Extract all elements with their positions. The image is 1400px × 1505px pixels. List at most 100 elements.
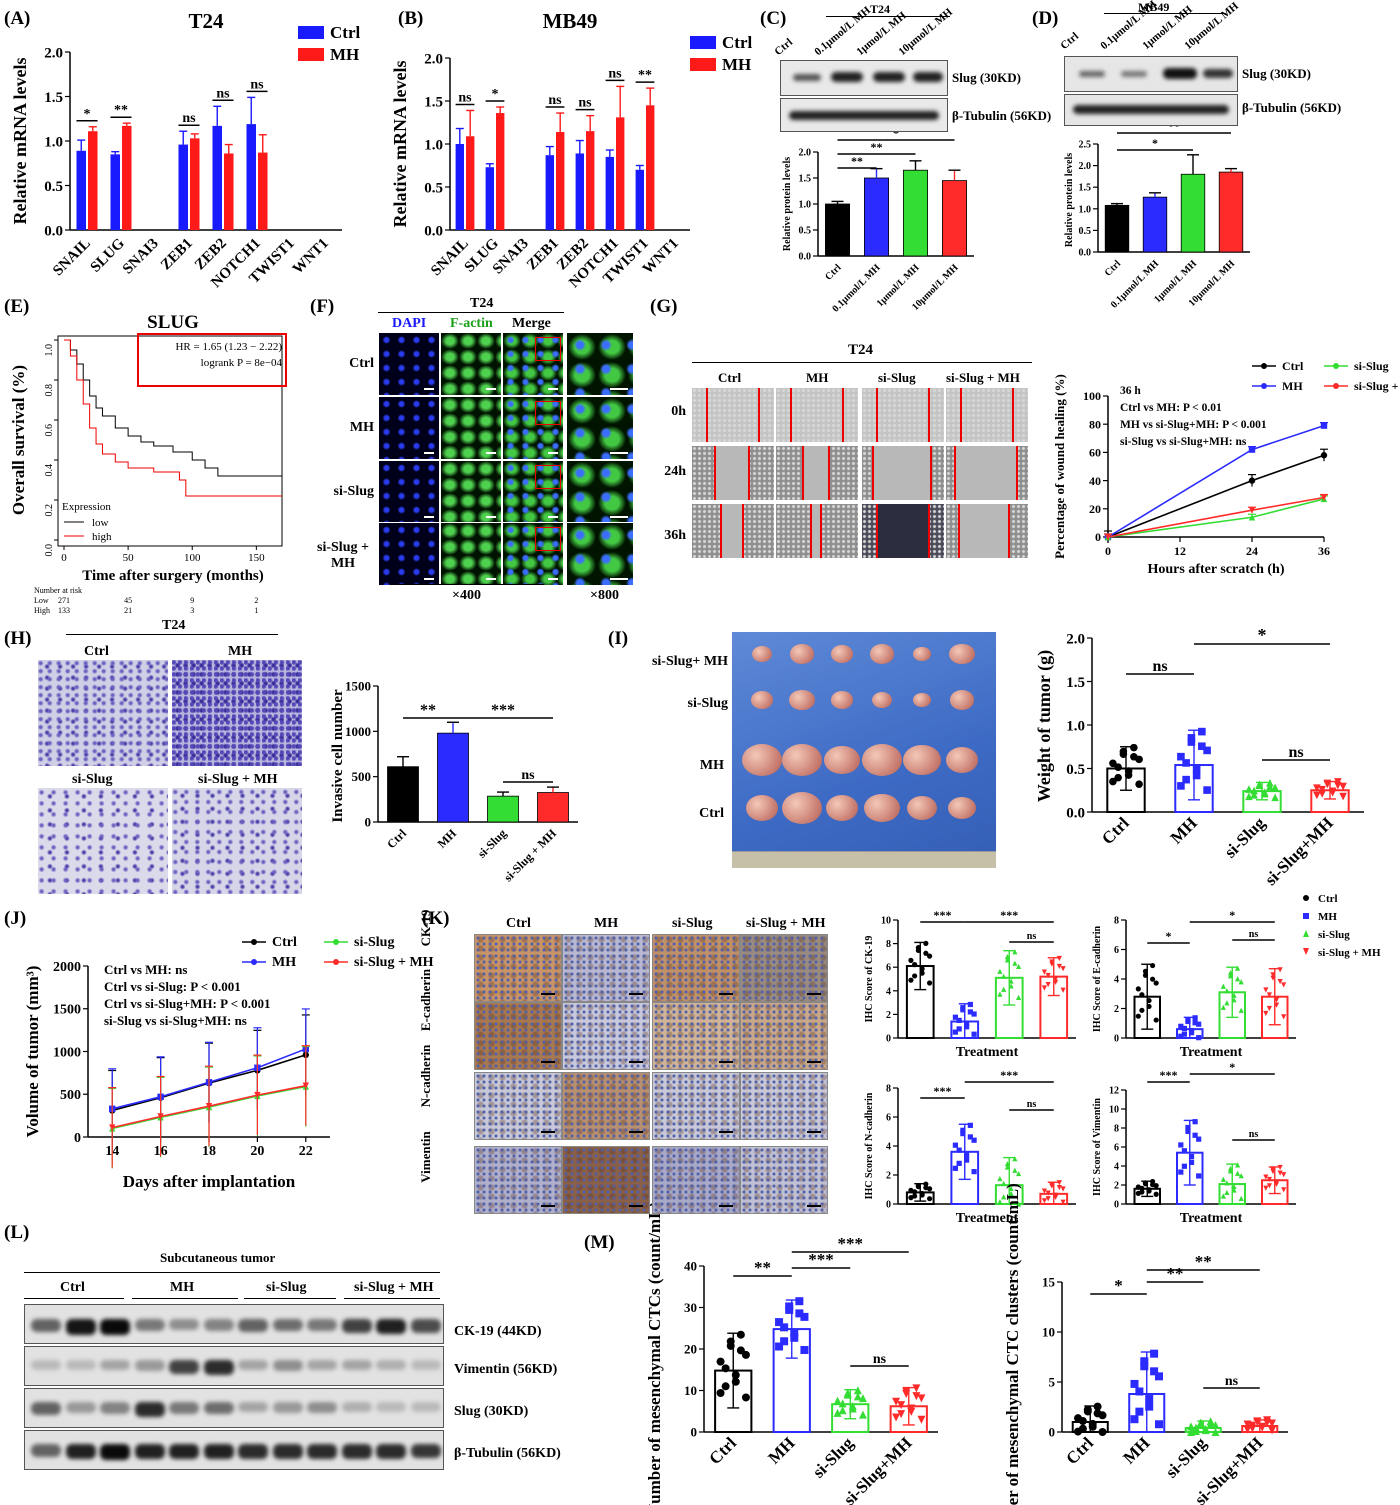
panel-C-bar [903,169,928,257]
panel-i-tumor [789,689,815,711]
panel-A-bar-ctrl [212,125,222,230]
panel-K3-dot [1041,1188,1048,1194]
panel-h-bracket [66,634,278,635]
panel-K1-dot [1060,987,1066,993]
panel-K4-dot [1146,1188,1152,1194]
panel-K3-dot [1056,1180,1062,1186]
panel-l-band [203,1444,234,1460]
panel-I-dot [1245,792,1253,801]
panel-I-dot [1187,738,1196,746]
panel-A-bar-ctrl [110,154,120,230]
panel-f-scale-bar [424,388,434,390]
panel-I-dot [1313,791,1321,800]
panel-G-x-tick-label: 12 [1174,544,1186,558]
panel-B-bar-ctrl [485,167,494,230]
panel-l-band [203,1319,234,1331]
panel-l-band [272,1360,303,1372]
panel-f-scale-bar [548,452,558,454]
panel-A-bar-mh [258,152,268,230]
panel-l-band [238,1319,268,1332]
panel-M2-y-tick-label: 0 [1049,1425,1056,1440]
panel-B-sig-label: * [492,87,499,102]
panel-J-y-label: Volume of tumor (mm³) [23,966,42,1138]
panel-g-scratch-edge [742,504,744,558]
panel-D-x-tick-label: Ctrl [1103,258,1123,278]
panel-K3-dot [1004,1161,1010,1167]
panel-K3-dot [926,1196,933,1202]
panel-K2-y-tick-label: 0 [1114,1034,1119,1045]
panel-K1-y-label: IHC Score of CK-19 [864,936,875,1023]
panel-K4-dot [1185,1128,1191,1134]
panel-e-curve-low [64,339,282,477]
panel-I-dot [1192,771,1201,780]
panel-D-bar [1142,196,1168,253]
panel-J-legend-marker [251,959,257,965]
panel-d-y-label: Relative protein levels [1064,153,1075,247]
panel-K2-dot [1266,1005,1272,1012]
panel-M2-sig-label: ** [1195,1252,1212,1271]
panel-M2-dot [1088,1422,1097,1431]
panel-g-scratch-edge [876,504,878,558]
panel-e-risk-value: 21 [124,606,132,615]
panel-K1-y-tick-label: 8 [886,939,891,950]
panel-K3-dot [923,1185,929,1191]
panel-K2-dot [1270,975,1276,981]
panel-K4-dot [1231,1187,1237,1193]
panel-J-x-tick-label: 22 [299,1144,313,1159]
panel-I-dot [1245,785,1253,793]
panel-K3-dot [967,1122,973,1128]
panel-K2-x-label: Treatment [1180,1045,1243,1060]
panel-g-scratch-edge [1012,388,1014,442]
panel-A-sig-label: ** [114,103,128,118]
panel-K3-dot [1012,1167,1018,1173]
panel-g-scratch-edge [876,388,878,442]
panel-K4-dot [1263,1174,1269,1180]
panel-K1-dot [1012,960,1018,966]
panel-M1-dot [907,1407,916,1416]
panel-K2-dot [1235,976,1241,982]
panel-M1-y-tick-label: 40 [684,1259,697,1274]
panel-K1-dot [1004,954,1010,960]
panel-K4-y-tick-label: 6 [1114,1143,1119,1154]
panel-I-x-tick-label: Ctrl [1098,813,1133,848]
panel-h-img-label-mh: MH [228,644,253,659]
panel-J-stat-text: Ctrl vs si-Slug: P < 0.001 [104,979,241,994]
panel-G-legend-label: si-Slug [1354,359,1389,373]
panel-M2-dot [1093,1402,1102,1411]
panel-I-y-tick-label: 2.0 [1066,631,1085,647]
panel-k-ihc-image [562,1072,650,1140]
panel-K2-dot [1227,970,1234,976]
panel-A-y-label: Relative mRNA levels [10,58,30,225]
panel-K2-y-tick-label: 4 [1114,975,1119,986]
panel-K4-dot [1224,1180,1230,1186]
panel-K3-dot [1008,1190,1014,1197]
panel-g-scratch-edge [828,446,830,500]
panel-g-col-mh: MH [806,370,829,385]
panel-f-image [378,460,440,524]
panel-label-c: (C) [760,8,787,29]
panel-i-tumor [831,691,853,709]
panel-M1-dot [838,1399,847,1408]
panel-K2-dot [1263,987,1269,993]
panel-M1-y-tick-label: 20 [684,1342,697,1357]
panel-M1-y-tick-label: 0 [691,1425,698,1440]
panel-l-band [341,1319,372,1333]
panel-i-tumor [946,747,978,773]
panel-M1-dot [780,1337,789,1346]
panel-i-tumor [751,691,773,709]
panel-C-y-tick-label: 0.0 [799,252,812,263]
panel-M2-dot [1140,1357,1149,1366]
panel-d-slug-blot [1064,56,1238,92]
panel-B-bar-ctrl [605,156,614,230]
panel-B-x-tick-label: SNAIL [428,236,472,280]
panel-e-legend-title: Expression [62,501,111,513]
panel-K1-dot [1053,979,1059,985]
panel-k-ihc-image [474,1002,562,1070]
panel-h-sig-label: ns [521,768,535,783]
panel-K3-y-tick-label: 0 [886,1200,891,1211]
panel-f-scale-bar [610,578,628,580]
panel-i-tumor [870,644,894,664]
panel-K1-dot [1004,957,1010,963]
panel-i-tumor [782,744,822,776]
panel-M2-x-tick-label: si-Slug [1162,1433,1211,1482]
